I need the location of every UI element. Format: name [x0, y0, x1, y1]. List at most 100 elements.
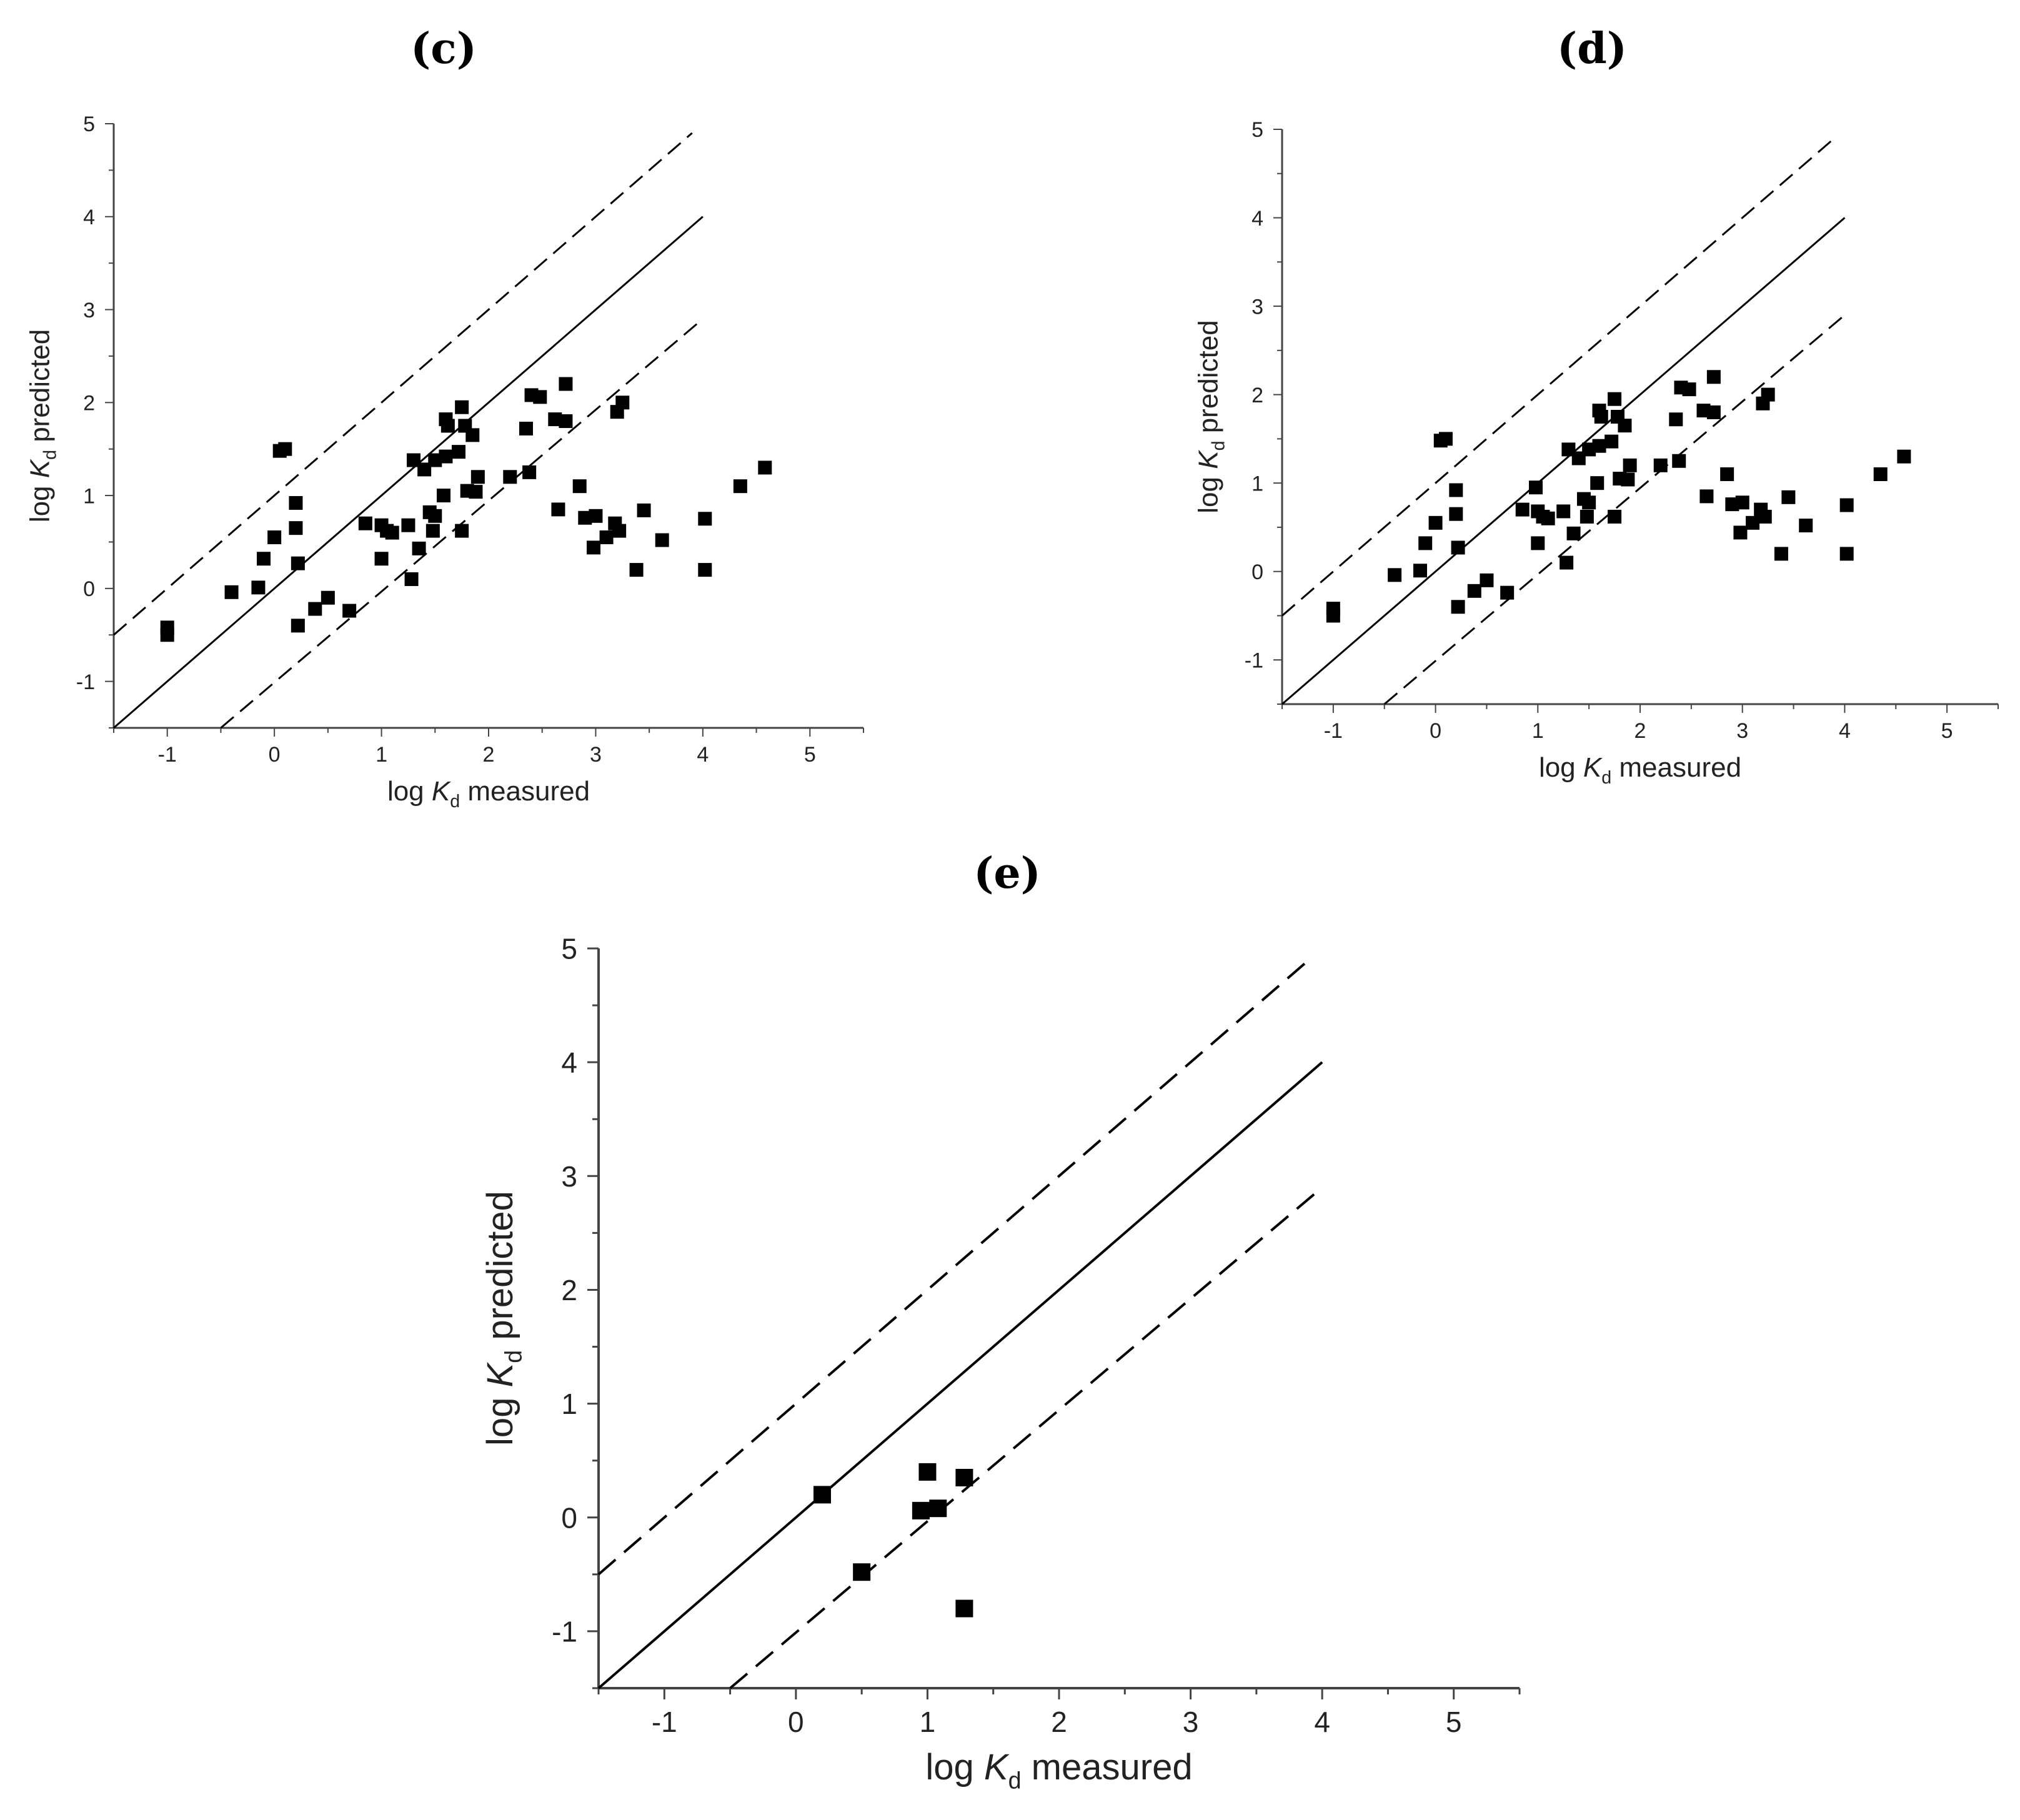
y-tick-label: 2 [1251, 384, 1263, 407]
dashed-reference-line [1281, 137, 1836, 617]
data-point [1480, 573, 1494, 587]
data-point [1839, 547, 1854, 561]
data-point [533, 390, 547, 404]
x-tick-label: 4 [697, 743, 709, 767]
data-point [1541, 511, 1555, 525]
y-tick-label: 3 [561, 1160, 577, 1193]
x-tick-label: 4 [1839, 719, 1851, 743]
data-point [1529, 480, 1543, 495]
x-tick-label: 0 [1430, 719, 1441, 743]
data-point [758, 460, 772, 475]
y-tick-label: 3 [1251, 295, 1263, 319]
data-point [1653, 458, 1668, 472]
y-tick-label: 0 [1251, 560, 1263, 584]
data-point [291, 556, 305, 570]
data-point [412, 541, 426, 555]
chart-d: -1 0 1 2 3 4 5 -1 0 1 2 3 4 5 log Kd measured log Kd pr… [1193, 118, 1999, 788]
data-point [257, 552, 271, 566]
data-point [452, 445, 465, 459]
data-point [1608, 392, 1622, 406]
data-point [1799, 519, 1813, 533]
data-point [401, 518, 415, 532]
data-point [912, 1501, 930, 1519]
x-tick-label: 3 [590, 743, 602, 767]
data-point [1735, 495, 1749, 510]
data-point [1388, 568, 1402, 582]
data-point [1682, 382, 1696, 397]
y-tick-label: 4 [1251, 207, 1263, 231]
y-tick-label: 5 [561, 933, 577, 965]
data-point [160, 628, 174, 642]
data-point [1582, 495, 1596, 510]
data-point [1592, 439, 1606, 453]
x-tick-label: 1 [1532, 719, 1544, 743]
data-point [1560, 555, 1574, 570]
data-point [1720, 467, 1734, 481]
data-point [1608, 509, 1622, 524]
x-tick-label: 4 [1314, 1706, 1330, 1738]
data-point [1839, 498, 1854, 512]
data-point [342, 604, 357, 618]
data-point [522, 465, 537, 479]
data-point [439, 449, 453, 464]
data-point [1618, 419, 1632, 433]
data-point [1746, 515, 1760, 530]
data-point [559, 377, 573, 391]
y-tick-label: -1 [1245, 649, 1263, 672]
x-tick-label: 2 [1051, 1706, 1067, 1738]
data-point [1500, 585, 1515, 600]
y-tick-label: 1 [561, 1388, 577, 1420]
x-tick-label: 2 [1634, 719, 1646, 743]
data-point [955, 1469, 973, 1487]
data-point [733, 479, 747, 494]
dashed-reference-line [597, 958, 1310, 1576]
data-point [1590, 476, 1605, 490]
data-point [1761, 387, 1775, 402]
data-point [551, 502, 565, 517]
y-axis-label: log Kd predicted [24, 329, 60, 522]
x-tick-label: 3 [1183, 1706, 1199, 1738]
data-point [599, 530, 614, 545]
data-point [955, 1599, 973, 1618]
x-axis-label: log Kd measured [925, 1747, 1192, 1794]
x-tick-label: -1 [1324, 719, 1343, 743]
data-point [1669, 412, 1683, 427]
x-axis-label: log Kd measured [387, 776, 590, 812]
panel-title: (e) [973, 848, 1041, 898]
data-point [612, 524, 627, 538]
data-point [698, 563, 712, 577]
data-point [1413, 564, 1428, 578]
data-point [519, 421, 533, 435]
data-point [698, 512, 712, 526]
chart-e: -1 0 1 2 3 4 5 -1 0 1 2 3 4 5 log Kd measured log Kd pr… [480, 933, 1521, 1794]
data-point [374, 552, 389, 566]
data-point [587, 540, 600, 555]
data-point [321, 590, 335, 605]
data-point [455, 524, 469, 538]
data-point [289, 495, 303, 510]
y-tick-label: 1 [1251, 472, 1263, 495]
y-tick-label: 0 [83, 577, 95, 601]
x-tick-label: 5 [1941, 719, 1953, 743]
data-point [437, 489, 450, 503]
data-point [1428, 515, 1443, 530]
data-point [385, 525, 399, 540]
data-point [291, 619, 305, 633]
x-axis-label: log Kd measured [1539, 752, 1741, 788]
y-tick-label: 4 [561, 1047, 577, 1079]
x-tick-label: 1 [920, 1706, 936, 1738]
data-point [417, 462, 432, 477]
data-point [1623, 458, 1637, 472]
y-tick-label: 3 [83, 299, 95, 322]
data-point [589, 509, 603, 523]
data-point [1672, 454, 1686, 468]
data-point [289, 521, 303, 535]
data-point [267, 530, 282, 545]
identity-line [597, 1061, 1323, 1689]
data-point [407, 453, 420, 467]
data-point [629, 563, 644, 577]
data-point [578, 510, 592, 525]
data-point [615, 395, 630, 410]
data-point [655, 533, 669, 547]
data-point [428, 509, 442, 523]
